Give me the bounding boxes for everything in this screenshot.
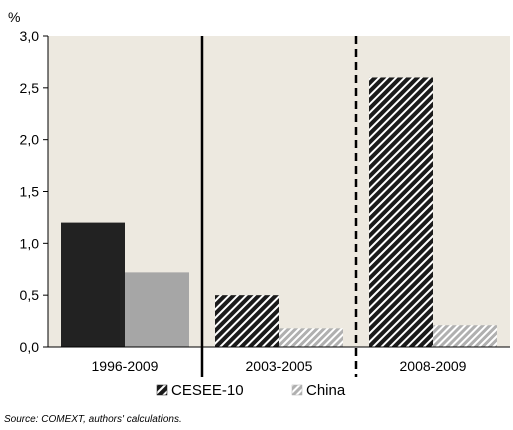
bar-china-2003-2005 — [279, 328, 343, 347]
y-tick-label: 2,0 — [20, 132, 40, 148]
source-note: Source: COMEXT, authors' calculations. — [4, 414, 182, 425]
bar-cesee-10-2008-2009 — [369, 77, 433, 347]
legend: CESEE-10 China — [156, 382, 346, 399]
y-tick-label: 3,0 — [20, 28, 40, 44]
x-tick-label: 1996-2009 — [92, 358, 159, 374]
bars-layer: 1996-2009 2003-2005 2008-2009 — [61, 77, 497, 374]
y-tick-label: 0,5 — [20, 287, 40, 303]
legend-label: China — [306, 382, 346, 399]
bar-china-1996-2009 — [125, 272, 189, 347]
bar-cesee-10-1996-2009 — [61, 222, 125, 347]
axes-layer: 0,0 0,5 1,0 1,5 2,0 2,5 3,0 — [20, 28, 510, 355]
y-tick-label: 2,5 — [20, 80, 40, 96]
y-tick-label: 0,0 — [20, 339, 40, 355]
y-tick-label: 1,0 — [20, 235, 40, 251]
legend-label: CESEE-10 — [171, 382, 244, 399]
bar-cesee-10-2003-2005 — [215, 295, 279, 347]
legend-swatch — [156, 384, 168, 396]
y-tick-label: 1,5 — [20, 184, 40, 200]
separators-layer — [200, 36, 358, 377]
bar-china-2008-2009 — [433, 325, 497, 347]
y-unit-label: % — [8, 9, 20, 25]
legend-swatch — [291, 384, 303, 396]
x-tick-label: 2003-2005 — [246, 358, 313, 374]
x-tick-label: 2008-2009 — [400, 358, 467, 374]
